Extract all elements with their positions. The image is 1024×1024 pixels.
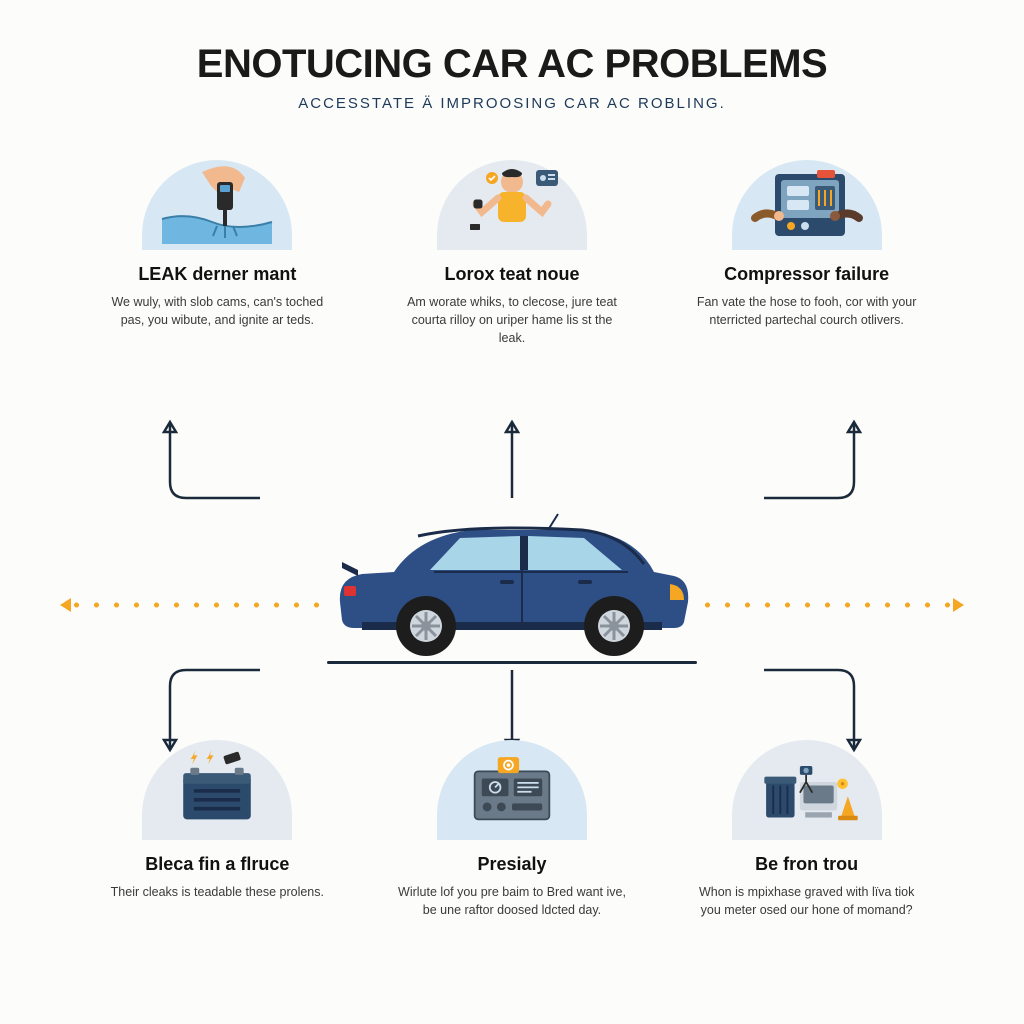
page-subtitle: Accesstate ä Improosing Car AC robling. [0, 95, 1024, 112]
row-top: LEAK derner mant We wuly, with slob cams… [0, 160, 1024, 347]
card-title-5: Presialy [477, 854, 546, 875]
arch-1 [142, 160, 292, 250]
card-body-5: Wirlute lof you pre baim to Bred want iv… [397, 883, 627, 919]
card-title-4: Bleca fin a flruce [145, 854, 289, 875]
card-body-1: We wuly, with slob cams, can's toched pa… [102, 293, 332, 329]
arch-2 [437, 160, 587, 250]
battery-box-icon [157, 750, 277, 830]
confused-person-icon [452, 164, 572, 244]
arch-5 [437, 740, 587, 840]
card-lorx-teat: Lorox teat noue Am worate whiks, to clec… [382, 160, 642, 347]
car-icon [322, 500, 702, 660]
card-title-6: Be fron trou [755, 854, 858, 875]
compressor-panel-icon [747, 164, 867, 244]
card-presialy: Presialy Wirlute lof you pre baim to Bre… [382, 740, 642, 919]
timeline-arrow-left-icon [60, 598, 71, 612]
card-body-3: Fan vate the hose to fooh, cor with your… [692, 293, 922, 329]
card-be-fron: Be fron trou Whon is mpixhase graved wit… [677, 740, 937, 919]
tools-bin-icon [747, 750, 867, 830]
timeline-arrow-right-icon [953, 598, 964, 612]
card-body-4: Their cleaks is teadable these prolens. [111, 883, 324, 901]
arch-3 [732, 160, 882, 250]
page-title: ENOTUCING CAR AC PROBLEMS [0, 0, 1024, 87]
arch-4 [142, 740, 292, 840]
dashboard-unit-icon [452, 750, 572, 830]
card-compressor-failure: Compressor failure Fan vate the hose to … [677, 160, 937, 347]
card-body-6: Whon is mpixhase graved with lïva tiok y… [692, 883, 922, 919]
arch-6 [732, 740, 882, 840]
car-illustration [92, 500, 932, 660]
card-title-3: Compressor failure [724, 264, 889, 285]
leak-detector-icon [157, 164, 277, 244]
row-bottom: Bleca fin a flruce Their cleaks is teada… [0, 740, 1024, 919]
card-leak-detect: LEAK derner mant We wuly, with slob cams… [87, 160, 347, 347]
card-title-1: LEAK derner mant [138, 264, 296, 285]
card-title-2: Lorox teat noue [444, 264, 579, 285]
card-bleca-fin: Bleca fin a flruce Their cleaks is teada… [87, 740, 347, 919]
card-body-2: Am worate whiks, to clecose, jure teat c… [397, 293, 627, 347]
